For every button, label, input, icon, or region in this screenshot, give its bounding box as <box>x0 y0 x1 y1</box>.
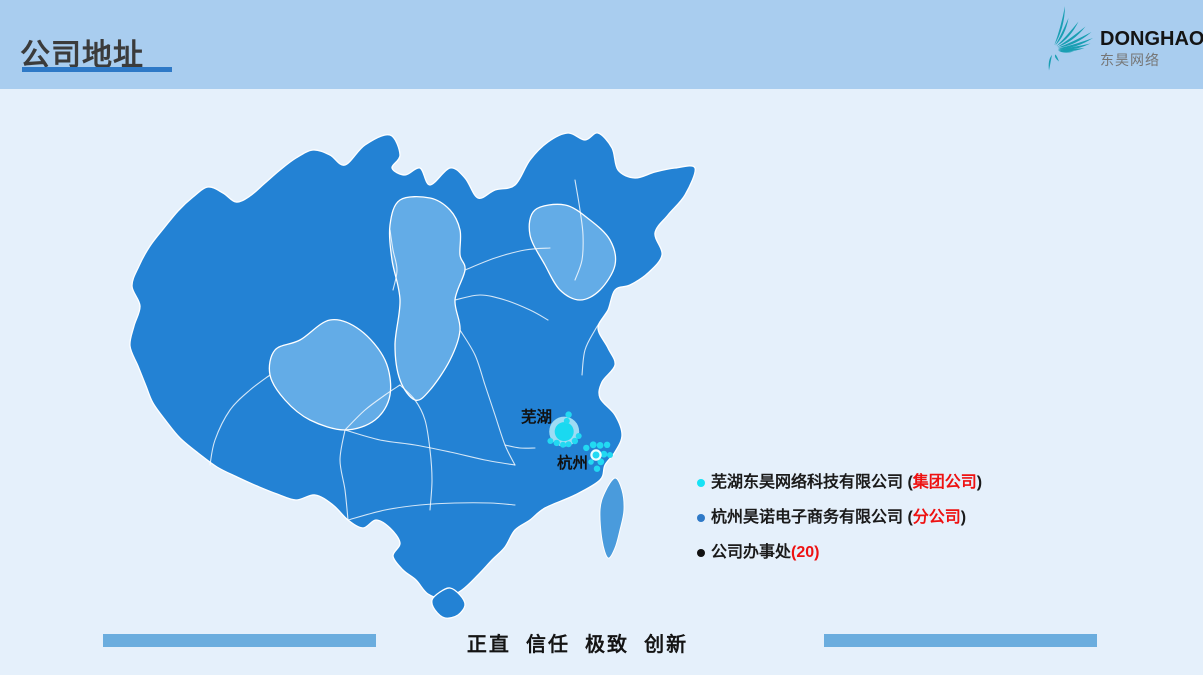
svg-text:杭州: 杭州 <box>557 453 588 472</box>
svg-text:芜湖: 芜湖 <box>521 407 552 426</box>
